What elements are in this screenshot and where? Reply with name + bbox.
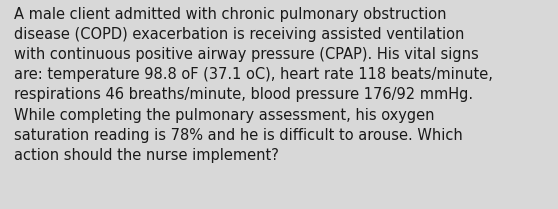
Text: A male client admitted with chronic pulmonary obstruction
disease (COPD) exacerb: A male client admitted with chronic pulm… xyxy=(14,7,493,163)
